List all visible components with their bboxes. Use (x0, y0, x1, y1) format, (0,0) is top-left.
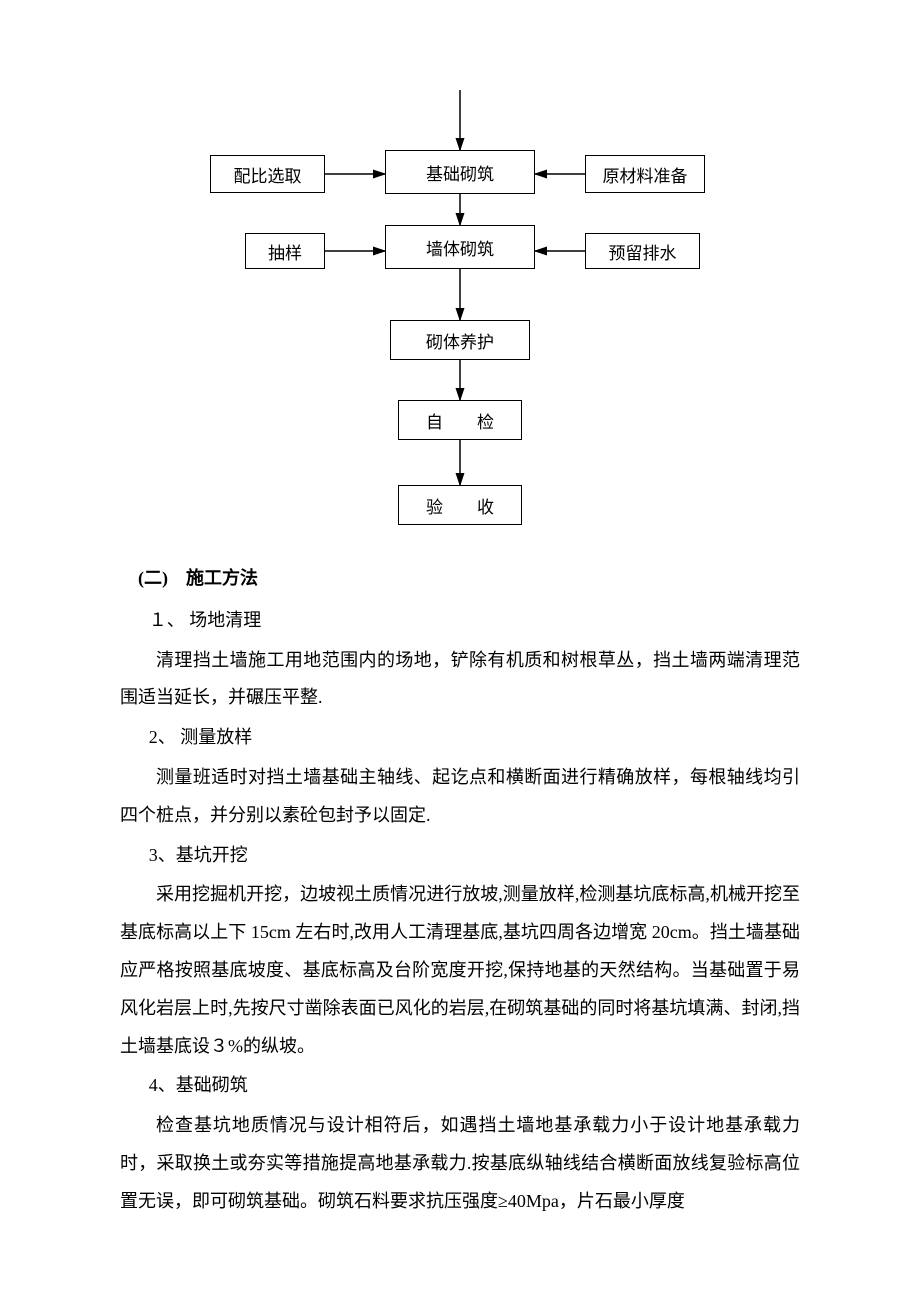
document-page: 配比选取 基础砌筑 原材料准备抽样 墙体砌筑 预留排水砌体养护自 检验 收 (二) 施工… (0, 0, 920, 1313)
subsection-title: 3、基坑开挖 (120, 837, 800, 875)
subsection-title: １、 场地清理 (120, 602, 800, 640)
paragraph: 测量班适时对挡土墙基础主轴线、起讫点和横断面进行精确放样，每根轴线均引四个桩点，… (120, 759, 800, 835)
flowchart-node: 验 收 (398, 485, 522, 525)
flowchart-node: 墙体砌筑 (385, 225, 535, 269)
flowchart-diagram: 配比选取 基础砌筑 原材料准备抽样 墙体砌筑 预留排水砌体养护自 检验 收 (180, 90, 740, 540)
flowchart-node: 配比选取 (210, 155, 325, 193)
paragraph: 清理挡土墙施工用地范围内的场地，铲除有机质和树根草丛，挡土墙两端清理范围适当延长… (120, 642, 800, 718)
paragraph: 采用挖掘机开挖，边坡视土质情况进行放坡,测量放样,检测基坑底标高,机械开挖至基底… (120, 876, 800, 1065)
flowchart-node: 砌体养护 (390, 320, 530, 360)
flowchart-node: 抽样 (245, 233, 325, 269)
flowchart-node: 原材料准备 (585, 155, 705, 193)
flowchart-node: 基础砌筑 (385, 150, 535, 194)
section-heading: (二) 施工方法 (120, 560, 800, 598)
flowchart-node: 预留排水 (585, 233, 700, 269)
subsection-title: 4、基础砌筑 (120, 1067, 800, 1105)
subsection-title: 2、 测量放样 (120, 719, 800, 757)
flowchart-node: 自 检 (398, 400, 522, 440)
paragraph: 检查基坑地质情况与设计相符后，如遇挡土墙地基承载力小于设计地基承载力时，采取换土… (120, 1107, 800, 1220)
body-text-block: (二) 施工方法 １、 场地清理清理挡土墙施工用地范围内的场地，铲除有机质和树根… (120, 560, 800, 1221)
